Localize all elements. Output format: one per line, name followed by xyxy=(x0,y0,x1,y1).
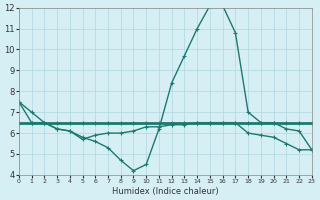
X-axis label: Humidex (Indice chaleur): Humidex (Indice chaleur) xyxy=(112,187,219,196)
